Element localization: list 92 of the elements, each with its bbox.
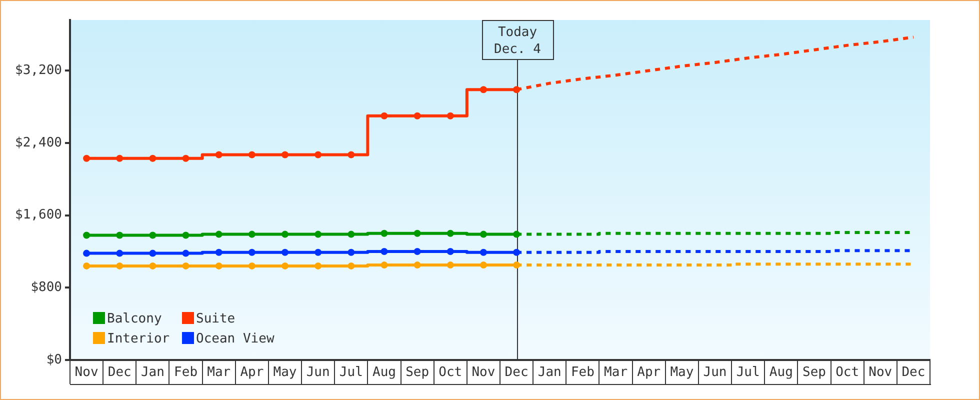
x-tick-label: Jun xyxy=(306,365,330,380)
point xyxy=(414,230,421,237)
x-tick-label: Aug xyxy=(769,365,793,380)
point xyxy=(513,230,520,238)
y-tick-label: $1,600 xyxy=(15,208,62,223)
point xyxy=(446,248,454,255)
point xyxy=(149,250,156,257)
point xyxy=(282,230,288,238)
x-tick-label: Sep xyxy=(406,365,430,380)
point xyxy=(116,250,124,257)
point xyxy=(282,262,288,270)
point xyxy=(182,250,190,257)
point xyxy=(480,230,487,238)
point xyxy=(513,86,520,94)
x-tick-label: Feb xyxy=(174,365,198,380)
x-tick-label: Nov xyxy=(74,365,98,380)
x-tick-label: Apr xyxy=(240,365,264,380)
x-tick-label: Nov xyxy=(472,365,496,380)
x-tick-label: Dec xyxy=(902,365,926,380)
x-tick-label: Jul xyxy=(339,365,363,380)
point xyxy=(116,262,124,270)
x-tick-label: Mar xyxy=(207,365,231,380)
legend-label: Interior xyxy=(107,331,170,346)
point xyxy=(414,262,421,269)
point xyxy=(282,151,288,158)
point xyxy=(348,262,355,270)
point xyxy=(248,230,256,238)
point xyxy=(480,248,487,256)
point xyxy=(348,151,355,158)
point xyxy=(83,250,90,257)
point xyxy=(348,230,355,238)
point xyxy=(149,232,156,239)
x-tick-label: Feb xyxy=(570,365,595,380)
point xyxy=(248,248,256,256)
point xyxy=(414,248,421,255)
x-tick-label: Oct xyxy=(836,365,860,380)
x-tick-label: Oct xyxy=(438,365,462,380)
x-tick-label: May xyxy=(273,365,297,380)
point xyxy=(83,154,90,162)
y-tick-label: $3,200 xyxy=(15,63,62,78)
point xyxy=(248,151,256,158)
legend-label: Ocean View xyxy=(196,331,274,346)
legend-label: Balcony xyxy=(107,311,162,326)
point xyxy=(215,230,222,238)
x-tick-label: Dec xyxy=(108,365,132,380)
point xyxy=(182,232,190,239)
x-tick-label: Dec xyxy=(504,365,528,380)
point xyxy=(348,248,355,256)
x-tick-label: Apr xyxy=(637,365,661,380)
point xyxy=(182,154,190,162)
annotation: Today Dec. 4 xyxy=(494,24,542,57)
point xyxy=(83,262,90,270)
x-tick-label: May xyxy=(670,365,694,380)
point xyxy=(149,262,156,270)
point xyxy=(83,232,90,239)
point xyxy=(182,262,190,270)
point xyxy=(314,248,322,256)
point xyxy=(380,230,388,237)
legend-label: Suite xyxy=(196,311,236,326)
x-tick-label: Aug xyxy=(372,365,396,380)
point xyxy=(380,262,388,269)
y-tick-label: $800 xyxy=(30,280,62,296)
point xyxy=(215,248,222,256)
point xyxy=(116,154,124,162)
point xyxy=(446,112,454,120)
point xyxy=(282,248,288,256)
x-tick-label: Sep xyxy=(802,365,826,380)
x-tick-label: Jan xyxy=(140,365,164,380)
x-tick-label: Jun xyxy=(703,365,727,380)
point xyxy=(446,230,454,237)
point xyxy=(215,262,222,270)
point xyxy=(480,262,487,269)
x-tick-label: Mar xyxy=(604,365,628,380)
point xyxy=(314,262,322,270)
x-tick-label: Jan xyxy=(538,365,562,380)
point xyxy=(215,151,222,158)
point xyxy=(380,112,388,120)
x-tick-label: Nov xyxy=(868,365,892,380)
point xyxy=(380,248,388,255)
y-tick-label: $0 xyxy=(46,352,62,368)
point xyxy=(248,262,256,270)
point xyxy=(314,230,322,238)
x-tick-label: Jul xyxy=(736,365,760,380)
y-tick-label: $2,400 xyxy=(15,135,62,150)
point xyxy=(149,154,156,162)
point xyxy=(314,151,322,158)
point xyxy=(414,112,421,120)
point xyxy=(480,86,487,94)
point xyxy=(116,232,124,239)
point xyxy=(513,262,520,269)
point xyxy=(513,248,520,256)
point xyxy=(446,262,454,269)
